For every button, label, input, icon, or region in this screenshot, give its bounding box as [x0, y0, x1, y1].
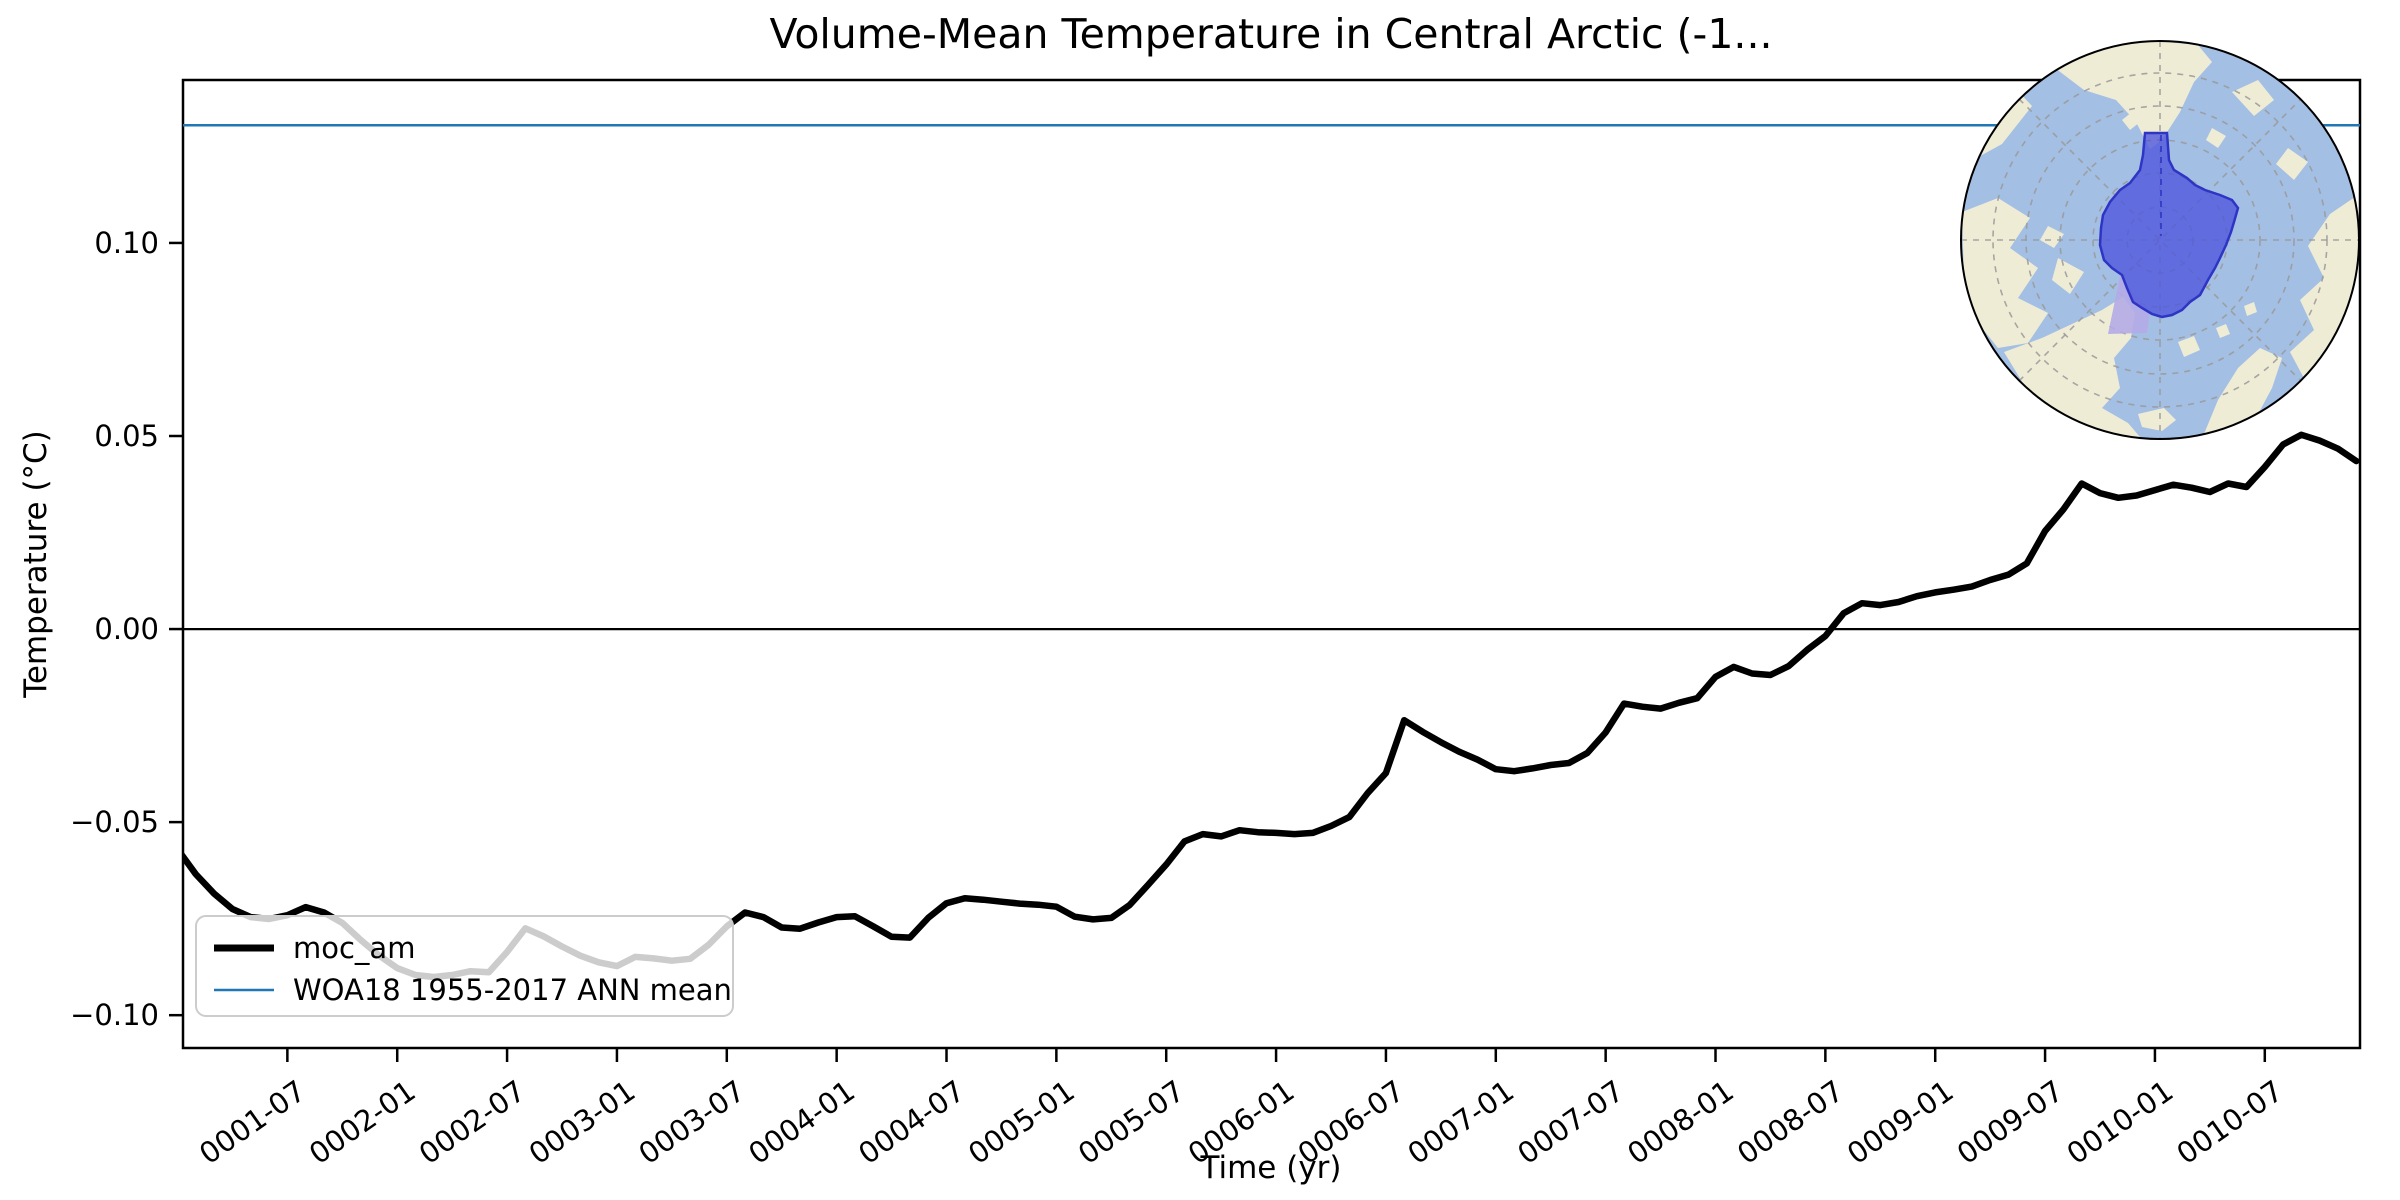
arctic-inset-map — [1960, 40, 2360, 440]
map-border — [1960, 40, 2360, 440]
x-tick-label: 0010-07 — [2170, 1074, 2289, 1171]
y-axis-ticks: 0.10 0.05 0.00 −0.05 −0.10 — [70, 226, 183, 1032]
x-tick-label: 0010-01 — [2061, 1074, 2180, 1171]
y-tick-label: 0.10 — [94, 226, 159, 260]
y-axis-label: Temperature (°C) — [18, 430, 54, 699]
moc-am-line — [183, 431, 2360, 981]
x-tick-label: 0004-01 — [742, 1074, 861, 1171]
y-tick-label: −0.05 — [70, 805, 159, 839]
x-tick-label: 0005-01 — [962, 1074, 1081, 1171]
x-tick-label: 0005-07 — [1072, 1074, 1191, 1171]
x-tick-label: 0007-01 — [1401, 1074, 1520, 1171]
y-tick-label: 0.00 — [94, 612, 159, 646]
map-secondary-region — [2108, 276, 2150, 334]
y-tick-label: −0.10 — [70, 998, 159, 1032]
x-tick-label: 0008-07 — [1731, 1074, 1850, 1171]
legend-label-moc-am: moc_am — [293, 931, 415, 965]
x-axis-label: Time (yr) — [1200, 1150, 1342, 1186]
x-tick-label: 0002-01 — [303, 1074, 422, 1171]
x-tick-label: 0009-07 — [1951, 1074, 2070, 1171]
chart-title: Volume-Mean Temperature in Central Arcti… — [769, 10, 1772, 58]
x-tick-label: 0004-07 — [852, 1074, 971, 1171]
legend-box — [195, 915, 734, 1017]
y-tick-label: 0.05 — [94, 419, 159, 453]
x-tick-label: 0009-01 — [1841, 1074, 1960, 1171]
x-tick-label: 0003-01 — [523, 1074, 642, 1171]
map-central-arctic-region — [2098, 131, 2240, 319]
x-tick-label: 0007-07 — [1511, 1074, 1630, 1171]
legend: moc_am WOA18 1955-2017 ANN mean — [195, 915, 734, 1017]
plot-border — [181, 78, 2362, 1050]
x-tick-label: 0001-07 — [193, 1074, 312, 1171]
x-tick-label: 0008-01 — [1621, 1074, 1740, 1171]
x-tick-label: 0003-07 — [632, 1074, 751, 1171]
legend-label-woa18: WOA18 1955-2017 ANN mean — [293, 973, 732, 1007]
x-tick-label: 0002-07 — [413, 1074, 532, 1171]
